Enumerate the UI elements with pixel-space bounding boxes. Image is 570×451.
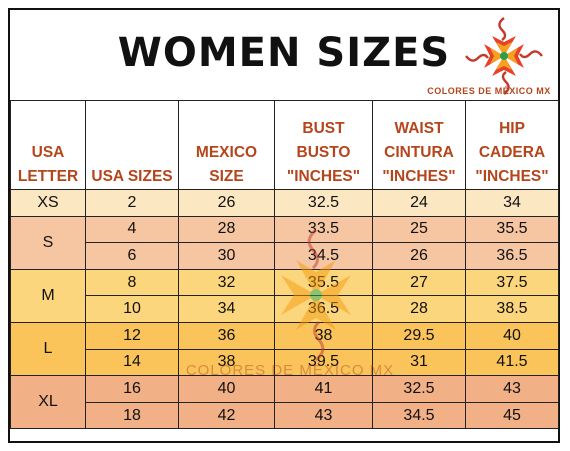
header-usa-letter: USA LETTER: [10, 100, 86, 190]
cell-hip: 45: [465, 401, 559, 430]
cell-usa-sizes: 12: [85, 321, 179, 350]
cell-hip: 37.5: [465, 268, 559, 297]
cell-waist: 24: [372, 189, 466, 217]
header-line: BUSTO: [296, 144, 351, 161]
cell-mexico-size: 40: [178, 375, 275, 403]
cell-mexico-size: 30: [178, 242, 275, 270]
cell-hip: 36.5: [465, 242, 559, 270]
size-letter: XS: [10, 189, 86, 217]
table-row: 18 42 43 34.5 45: [11, 401, 559, 430]
cell-hip: 34: [465, 189, 559, 217]
header-line: USA SIZES: [91, 168, 173, 185]
table-row: M 8 32 35.5 27 37.5: [10, 268, 559, 323]
brand-name: COLORES DE MÉXICO MX: [427, 86, 551, 96]
cell-mexico-size: 34: [178, 295, 275, 323]
cell-usa-sizes: 2: [85, 189, 179, 217]
cell-waist: 28: [372, 295, 466, 323]
cell-waist: 27: [372, 268, 466, 297]
cell-hip: 41.5: [465, 348, 559, 377]
cell-hip: 35.5: [465, 215, 559, 244]
header-line: "INCHES": [382, 168, 456, 185]
header-mexico-size: MEXICO SIZE: [178, 100, 275, 190]
header-line: CADERA: [478, 144, 546, 161]
cell-bust: 35.5: [274, 268, 373, 297]
size-letter: L: [10, 321, 86, 377]
size-rows: XS 2 26 32.5 24 34 S 4 28 33.5 25 35.5 6 30 34.5 26 36.5…: [10, 189, 559, 430]
table-row: L 12 36 38 29.5 40: [10, 321, 559, 377]
cell-hip: 40: [465, 321, 559, 350]
table-row: S 4 28 33.5 25 35.5: [10, 215, 559, 270]
header-row: USA LETTER USA SIZES MEXICO SIZE BUST BUSTO "IN…: [10, 100, 559, 190]
header-line: CINTURA: [384, 144, 454, 161]
cell-usa-sizes: 8: [85, 268, 179, 297]
cell-waist: 26: [372, 242, 466, 270]
title-bar: WOMEN SIZES COLORES DE MÉXICO: [10, 10, 558, 102]
table-row: XS 2 26 32.5 24 34: [10, 189, 559, 217]
table-row: 10 34 36.5 28 38.5: [11, 295, 559, 323]
header-line: HIP: [499, 120, 525, 137]
cell-bust: 32.5: [274, 189, 373, 217]
cell-waist: 32.5: [372, 375, 466, 403]
cell-usa-sizes: 14: [85, 348, 179, 377]
cell-hip: 43: [465, 375, 559, 403]
size-letter: M: [10, 268, 86, 323]
header-line: BUST: [302, 120, 345, 137]
header-line: WAIST: [394, 120, 444, 137]
header-line: USA: [31, 144, 65, 161]
header-line: SIZE: [209, 168, 244, 185]
header-waist: WAIST CINTURA "INCHES": [372, 100, 466, 190]
cell-usa-sizes: 4: [85, 215, 179, 244]
size-chart: WOMEN SIZES COLORES DE MÉXICO: [8, 8, 560, 443]
header-line: MEXICO: [195, 144, 258, 161]
cell-bust: 43: [274, 401, 373, 430]
cell-waist: 34.5: [372, 401, 466, 430]
cell-bust: 36.5: [274, 295, 373, 323]
cell-usa-sizes: 16: [85, 375, 179, 403]
size-letter: XL: [10, 375, 86, 430]
cell-bust: 38: [274, 321, 373, 350]
cell-mexico-size: 32: [178, 268, 275, 297]
page-title: WOMEN SIZES: [117, 30, 451, 76]
cell-mexico-size: 36: [178, 321, 275, 350]
cell-usa-sizes: 18: [85, 401, 179, 430]
cell-usa-sizes: 6: [85, 242, 179, 270]
cell-bust: 34.5: [274, 242, 373, 270]
header-bust: BUST BUSTO "INCHES": [274, 100, 373, 190]
flower-logo-icon: [465, 17, 543, 95]
table-row: 14 38 39.5 31 41.5: [11, 348, 559, 377]
header-line: "INCHES": [475, 168, 549, 185]
cell-bust: 39.5: [274, 348, 373, 377]
header-usa-sizes: USA SIZES: [85, 100, 179, 190]
cell-waist: 25: [372, 215, 466, 244]
size-table: USA LETTER USA SIZES MEXICO SIZE BUST BUSTO "IN…: [10, 100, 559, 430]
cell-hip: 38.5: [465, 295, 559, 323]
cell-waist: 29.5: [372, 321, 466, 350]
cell-mexico-size: 26: [178, 189, 275, 217]
table-row: XL 16 40 41 32.5 43: [10, 375, 559, 430]
cell-mexico-size: 28: [178, 215, 275, 244]
cell-bust: 41: [274, 375, 373, 403]
header-line: "INCHES": [286, 168, 361, 185]
cell-mexico-size: 42: [178, 401, 275, 430]
cell-mexico-size: 38: [178, 348, 275, 377]
header-hip: HIP CADERA "INCHES": [465, 100, 559, 190]
cell-waist: 31: [372, 348, 466, 377]
table-row: 6 30 34.5 26 36.5: [11, 242, 559, 270]
cell-bust: 33.5: [274, 215, 373, 244]
cell-usa-sizes: 10: [85, 295, 179, 323]
size-letter: S: [10, 215, 86, 270]
header-line: LETTER: [17, 168, 79, 185]
